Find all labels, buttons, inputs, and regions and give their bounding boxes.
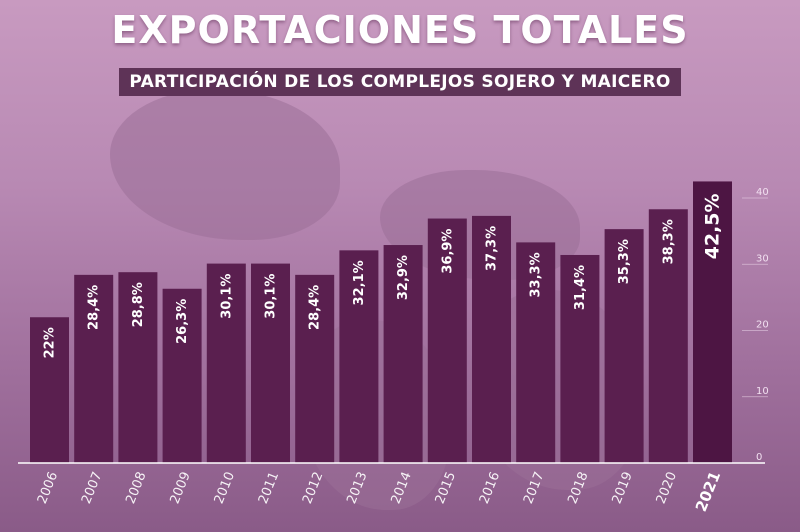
category-label: 2019 bbox=[610, 470, 636, 506]
map-background-north-america bbox=[110, 90, 340, 240]
bar bbox=[30, 317, 69, 463]
category-labels: 2006 2007 2008 2009 2010 2011 2012 2013 2014 2015… bbox=[35, 469, 724, 514]
bar bbox=[339, 250, 379, 463]
bar bbox=[295, 274, 335, 463]
value-label: 30,1% bbox=[219, 274, 234, 319]
bar bbox=[74, 274, 114, 463]
category-label: 2015 bbox=[433, 470, 459, 506]
y-tick-label: 30 bbox=[756, 253, 769, 264]
value-label: 30,1% bbox=[264, 274, 279, 319]
bar bbox=[604, 229, 644, 463]
bar bbox=[427, 218, 467, 463]
value-label: 26,3% bbox=[175, 299, 190, 344]
category-label: 2016 bbox=[477, 470, 503, 506]
y-tick-label: 40 bbox=[756, 187, 769, 198]
value-label: 36,9% bbox=[440, 229, 455, 274]
value-label: 31,4% bbox=[573, 265, 588, 310]
chart-subtitle-wrap: PARTICIPACIÓN DE LOS COMPLEJOS SOJERO Y … bbox=[0, 68, 800, 96]
bar bbox=[648, 209, 688, 463]
value-label: 37,3% bbox=[485, 226, 500, 271]
bar bbox=[383, 245, 423, 463]
bar bbox=[162, 288, 202, 463]
y-tick-labels: 0 10 20 30 40 bbox=[756, 187, 769, 463]
bar bbox=[118, 272, 158, 463]
y-tick-label: 0 bbox=[756, 452, 762, 463]
category-label: 2017 bbox=[521, 470, 547, 506]
chart-title: EXPORTACIONES TOTALES bbox=[111, 8, 689, 52]
y-tick-label: 10 bbox=[756, 386, 769, 397]
bar bbox=[560, 254, 600, 463]
category-label: 2013 bbox=[344, 470, 370, 506]
bar bbox=[693, 181, 732, 463]
value-label: 28,4% bbox=[87, 285, 102, 330]
category-label: 2020 bbox=[654, 470, 680, 506]
category-label: 2008 bbox=[123, 470, 149, 506]
value-label: 28,4% bbox=[308, 285, 323, 330]
value-label: 42,5% bbox=[702, 193, 724, 259]
category-label: 2007 bbox=[79, 470, 105, 506]
category-label: 2010 bbox=[212, 470, 238, 506]
value-label: 32,1% bbox=[352, 260, 367, 305]
value-label: 28,8% bbox=[131, 282, 146, 327]
value-label: 38,3% bbox=[661, 219, 676, 264]
bar bbox=[206, 263, 246, 463]
bar bbox=[472, 215, 511, 463]
category-label: 2018 bbox=[565, 470, 591, 506]
category-label: 2021 bbox=[692, 469, 724, 514]
bar bbox=[516, 242, 556, 463]
value-label: 32,9% bbox=[396, 255, 411, 300]
category-label: 2011 bbox=[256, 470, 282, 506]
category-label: 2012 bbox=[300, 470, 326, 506]
value-labels: 22% 28,4% 28,8% 26,3% 30,1% 30,1% 28,4% 32,1% 32… bbox=[43, 193, 724, 358]
category-label: 2006 bbox=[35, 470, 61, 506]
bars bbox=[30, 181, 732, 463]
category-label: 2014 bbox=[389, 470, 415, 506]
y-tick-label: 20 bbox=[756, 320, 769, 331]
bar bbox=[251, 263, 290, 463]
value-label: 35,3% bbox=[617, 239, 632, 284]
category-label: 2009 bbox=[168, 470, 194, 506]
grid-lines bbox=[742, 197, 768, 398]
chart-subtitle: PARTICIPACIÓN DE LOS COMPLEJOS SOJERO Y … bbox=[119, 68, 681, 96]
value-label: 22% bbox=[43, 327, 58, 358]
value-label: 33,3% bbox=[529, 252, 544, 297]
